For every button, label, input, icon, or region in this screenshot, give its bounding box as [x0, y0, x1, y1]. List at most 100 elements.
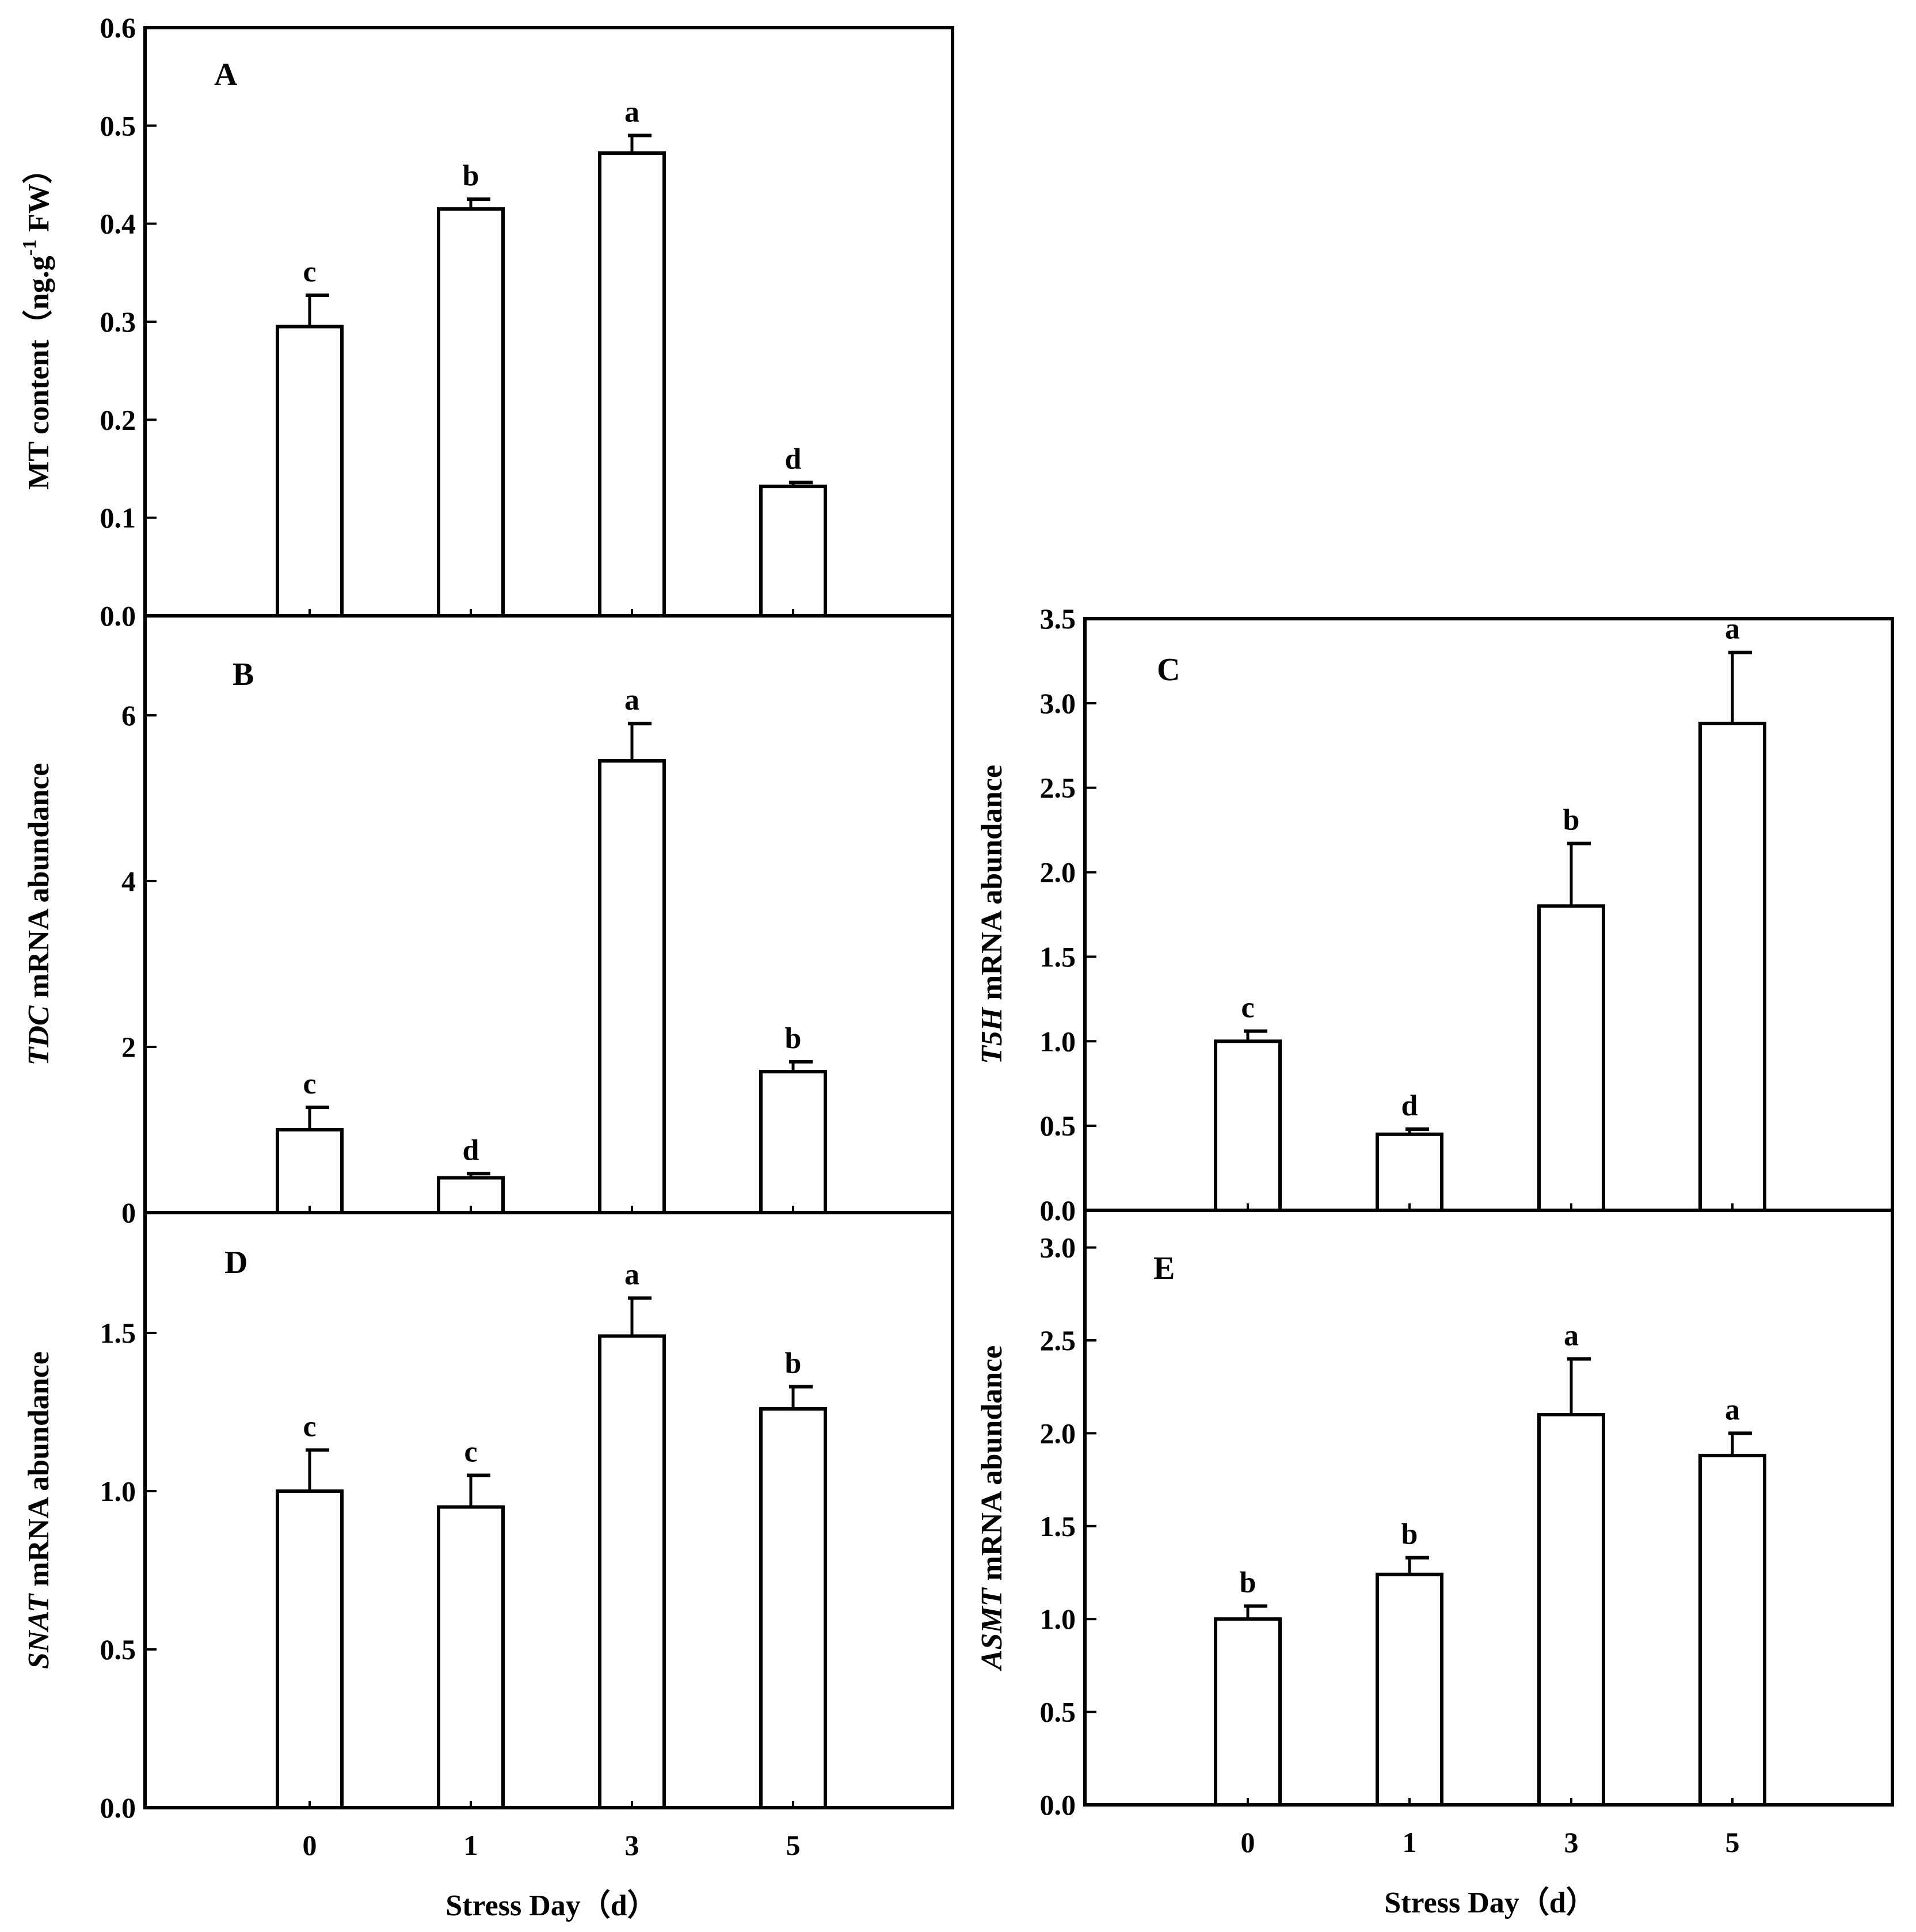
bar	[759, 1407, 827, 1809]
plot-frame	[143, 1211, 954, 1809]
y-tick-label: 3.0	[1040, 1232, 1076, 1264]
bar	[1376, 1572, 1443, 1807]
significance-label: a	[1564, 1319, 1579, 1352]
x-tick-label: 3	[1564, 1826, 1579, 1858]
bar	[1698, 1454, 1766, 1807]
significance-label: c	[1241, 992, 1254, 1024]
y-tick-label: 1.0	[100, 1475, 136, 1507]
y-axis-label: SNAT mRNA abundance	[22, 1351, 55, 1669]
significance-label: d	[785, 443, 802, 475]
x-tick-label: 3	[625, 1829, 639, 1861]
y-tick-label: 3.0	[1040, 687, 1076, 719]
x-tick-label: 5	[786, 1829, 801, 1861]
y-tick-label: 1.0	[1040, 1025, 1076, 1057]
y-axis-label-gene: TDC	[22, 1005, 55, 1065]
significance-label: a	[624, 684, 639, 717]
panel-e: 0.0 0.5 1.0 1.5 2.0 2.5 3.0 b b a a E ASMT mRNA abun…	[976, 1209, 1894, 1821]
plot-frame	[1083, 1209, 1894, 1807]
x-tick-label: 0	[303, 1829, 317, 1861]
y-axis-label: T5H mRNA abundance	[976, 765, 1008, 1064]
panel-d: 0.0 0.5 1.0 1.5 c c a b D SNAT mRNA abundance	[22, 1211, 954, 1824]
y-tick-label: 6	[121, 699, 136, 731]
panel-b: 0 2 4 6 c d a b B TDC mRNA abundance	[22, 614, 954, 1229]
y-axis-label-rest: mRNA abundance	[976, 1346, 1008, 1588]
y-tick-label: 2.0	[1040, 856, 1076, 889]
significance-label: c	[464, 1436, 477, 1469]
significance-label: c	[303, 1068, 316, 1100]
significance-label: a	[1725, 1393, 1740, 1426]
significance-label: b	[1401, 1518, 1418, 1551]
y-tick-label: 2.5	[1040, 772, 1076, 804]
bar	[1537, 904, 1605, 1213]
y-tick-label: 0	[121, 1196, 136, 1229]
y-tick-label: 2.5	[1040, 1324, 1076, 1356]
significance-label: c	[303, 1411, 316, 1443]
y-tick-label: 2.0	[1040, 1417, 1076, 1449]
y-tick-label: 0.5	[100, 1633, 136, 1666]
y-axis-label: ASMT mRNA abundance	[976, 1346, 1008, 1671]
panel-c: 0.0 0.5 1.0 1.5 2.0 2.5 3.0 3.5 c d b a C T5H mRNA ab…	[976, 603, 1894, 1226]
panel-letter: E	[1153, 1251, 1175, 1286]
y-tick-label: 0.0	[100, 1792, 136, 1824]
y-axis-label-rest: mRNA abundance	[976, 765, 1008, 1008]
panel-letter: A	[214, 57, 238, 93]
y-axis-label: MT content（ng.g-1 FW）	[19, 154, 55, 489]
y-tick-label: 0.6	[100, 12, 136, 44]
bar	[598, 151, 666, 618]
bar	[759, 485, 827, 618]
y-tick-label: 1.5	[100, 1317, 136, 1349]
y-tick-label: 0.0	[100, 600, 136, 632]
y-axis-label-gene: ASMT	[976, 1587, 1008, 1671]
y-tick-label: 0.0	[1040, 1789, 1076, 1821]
x-axis-title: Stress Day（d）	[1384, 1886, 1595, 1919]
y-tick-label: 1.0	[1040, 1603, 1076, 1635]
y-tick-label: 2	[121, 1031, 136, 1063]
y-axis-label-superscript: -1	[19, 239, 40, 256]
significance-label: b	[785, 1347, 802, 1380]
x-axis-title: Stress Day（d）	[445, 1889, 657, 1922]
bar	[276, 1489, 344, 1809]
y-tick-label: 0.4	[100, 208, 136, 240]
y-axis-label-rest: mRNA abundance	[22, 763, 55, 1006]
y-tick-label: 0.0	[1040, 1194, 1076, 1226]
x-tick-label: 1	[464, 1829, 478, 1861]
y-axis-label: TDC mRNA abundance	[22, 763, 55, 1066]
bar	[1376, 1132, 1443, 1213]
bar	[437, 207, 505, 618]
bar	[276, 1127, 344, 1214]
bar	[598, 1334, 666, 1809]
significance-label: a	[1725, 613, 1740, 646]
plot-frame	[1083, 617, 1894, 1212]
x-axis-d: 0 1 3 5 Stress Day（d）	[303, 1829, 801, 1922]
y-tick-label: 0.5	[1040, 1110, 1076, 1142]
significance-label: b	[1563, 804, 1580, 837]
bar	[1214, 1617, 1282, 1807]
y-axis-label-main: MT content（ng.g	[22, 256, 55, 489]
significance-label: a	[624, 1259, 639, 1291]
bar	[437, 1505, 505, 1809]
x-tick-label: 0	[1241, 1826, 1255, 1858]
x-axis-e: 0 1 3 5 Stress Day（d）	[1241, 1826, 1740, 1919]
y-tick-label: 3.5	[1040, 603, 1076, 635]
plot-frame	[143, 26, 954, 618]
bar	[1537, 1413, 1605, 1807]
significance-label: d	[463, 1134, 479, 1167]
bar	[1698, 722, 1766, 1213]
y-axis-label-rest: mRNA abundance	[22, 1351, 55, 1594]
y-tick-label: 4	[121, 865, 136, 897]
significance-label: b	[1240, 1567, 1256, 1599]
significance-label: c	[303, 256, 316, 288]
bar	[759, 1070, 827, 1215]
plot-frame	[143, 614, 954, 1214]
y-tick-label: 1.5	[1040, 940, 1076, 973]
panel-a: 0.0 0.1 0.2 0.3 0.4 0.5 0.6 c b a d A MT content（ng.…	[19, 12, 954, 632]
significance-label: b	[463, 159, 479, 192]
significance-label: a	[624, 96, 639, 128]
y-tick-label: 0.2	[100, 403, 136, 436]
y-tick-label: 1.5	[1040, 1510, 1076, 1542]
significance-label: b	[785, 1022, 802, 1055]
panel-letter: B	[233, 657, 254, 692]
y-tick-label: 0.3	[100, 306, 136, 338]
bar	[276, 325, 344, 618]
